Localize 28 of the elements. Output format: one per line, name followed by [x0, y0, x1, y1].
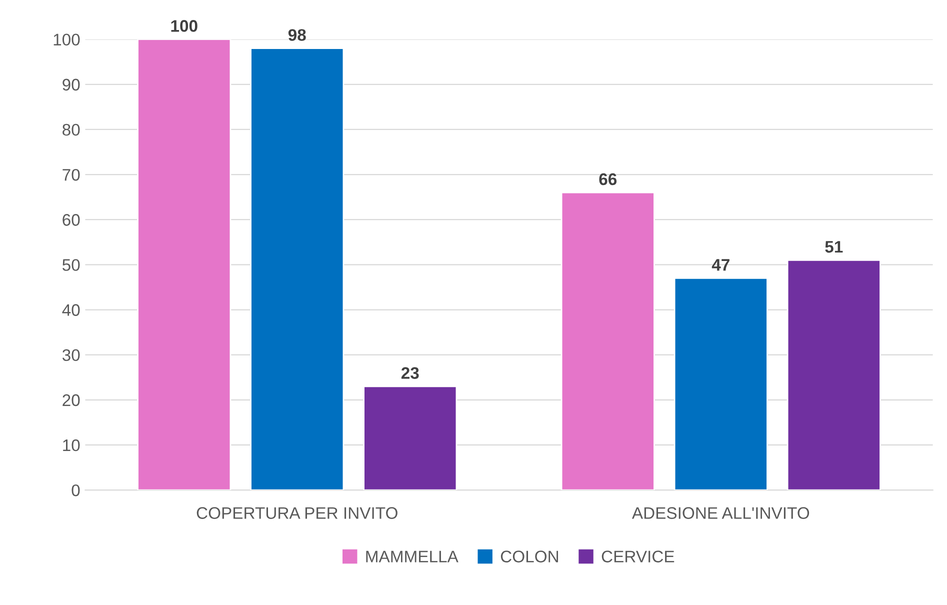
y-tick-label: 10 [63, 439, 80, 452]
data-label: 98 [288, 29, 306, 41]
y-tick-label: 100 [54, 34, 80, 46]
legend-label: CERVICE [602, 550, 674, 562]
y-tick-label: 90 [62, 78, 80, 91]
bar [560, 192, 655, 490]
y-tick-label: 70 [62, 168, 80, 181]
x-tick-label: COPERTURA PER INVITO [196, 507, 398, 519]
data-label: 47 [712, 259, 730, 271]
bar [674, 278, 768, 490]
data-label: 51 [825, 241, 843, 253]
legend-label: MAMMELLA [366, 550, 458, 562]
bar [786, 259, 881, 490]
y-tick-label: 40 [62, 304, 80, 316]
data-label: 66 [599, 173, 617, 186]
y-tick-label: 20 [62, 394, 80, 406]
data-label: 100 [171, 20, 198, 32]
y-tick-label: 0 [72, 484, 80, 496]
y-tick-label: 30 [62, 349, 80, 362]
bar [363, 386, 458, 490]
y-tick-label: 50 [62, 259, 80, 271]
x-tick-label: ADESIONE ALL'INVITO [632, 507, 810, 519]
bar [250, 48, 344, 490]
legend-label: COLON [500, 550, 558, 562]
bar [137, 39, 232, 490]
y-tick-label: 80 [62, 124, 80, 136]
data-label: 23 [401, 367, 419, 379]
y-tick-label: 60 [62, 214, 80, 226]
